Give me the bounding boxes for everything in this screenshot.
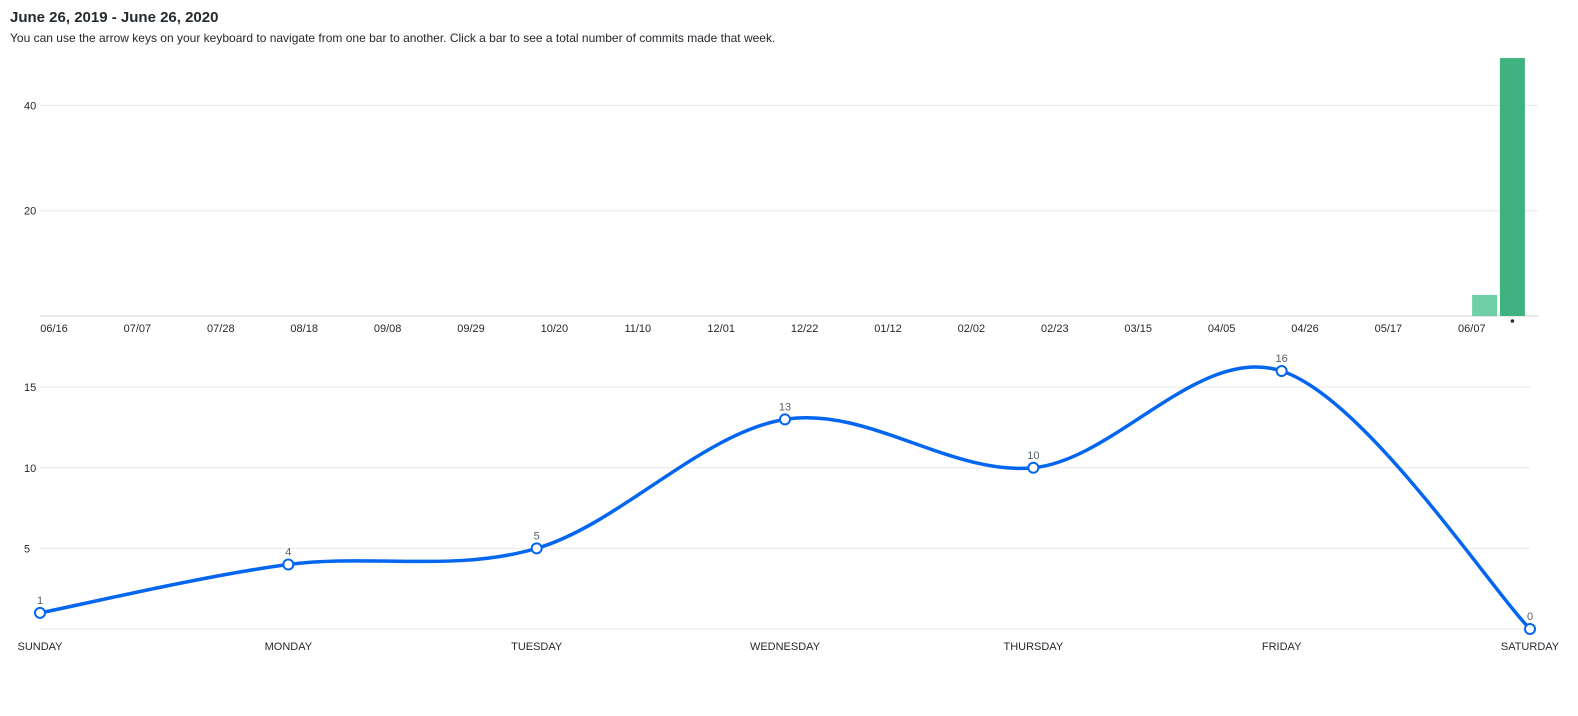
data-point[interactable]: [1524, 623, 1536, 635]
instructions-text: You can use the arrow keys on your keybo…: [10, 31, 776, 45]
bar-week[interactable]: [1472, 294, 1498, 316]
selected-bar-indicator: [1510, 319, 1515, 323]
x-tick-label: SUNDAY: [17, 641, 63, 653]
x-tick-label: 07/07: [124, 323, 152, 335]
data-label: 5: [534, 530, 540, 542]
date-range-title: June 26, 2019 - June 26, 2020: [10, 9, 219, 26]
x-tick-label: 05/17: [1375, 323, 1403, 335]
x-tick-label: 03/15: [1124, 323, 1152, 335]
x-tick-label: 01/12: [874, 323, 902, 335]
x-tick-label: 10/20: [541, 323, 569, 335]
data-point[interactable]: [779, 413, 791, 426]
x-tick-label: 09/29: [457, 323, 485, 335]
bar-selected-week[interactable]: [1499, 58, 1525, 316]
y-tick-label: 20: [24, 206, 36, 218]
data-point[interactable]: [34, 606, 46, 619]
x-tick-label: FRIDAY: [1262, 641, 1302, 653]
weekly-commits-bar-chart: 20 40 06/16 07/07 07/28 08/18 09/08 09/29 10/20 1…: [24, 58, 1538, 335]
x-tick-label: 02/23: [1041, 323, 1069, 335]
x-tick-label: THURSDAY: [1003, 641, 1063, 653]
x-tick-label: 06/07: [1458, 323, 1486, 335]
series-line: [39, 365, 1532, 631]
x-tick-label: MONDAY: [265, 641, 313, 653]
x-tick-label: 11/10: [624, 323, 651, 335]
data-point[interactable]: [282, 558, 295, 571]
data-label: 1: [37, 595, 43, 607]
x-tick-label: TUESDAY: [511, 641, 563, 653]
data-label: 0: [1527, 611, 1533, 623]
x-tick-label: WEDNESDAY: [750, 641, 821, 653]
x-tick-label: SATURDAY: [1501, 641, 1560, 653]
data-point[interactable]: [1275, 365, 1288, 377]
y-tick-label: 10: [24, 463, 36, 475]
data-label: 16: [1276, 353, 1288, 365]
x-tick-label: 06/16: [40, 323, 68, 335]
x-tick-label: 12/22: [791, 323, 819, 335]
data-point[interactable]: [1027, 461, 1040, 474]
data-point[interactable]: [530, 542, 543, 555]
y-tick-label: 40: [24, 100, 36, 112]
x-tick-label: 02/02: [958, 323, 986, 335]
x-tick-label: 07/28: [207, 323, 235, 335]
x-tick-label: 04/26: [1291, 323, 1319, 335]
x-tick-label: 09/08: [374, 323, 402, 335]
chart-header: June 26, 2019 - June 26, 2020 You can us…: [10, 8, 775, 46]
y-tick-label: 15: [24, 382, 36, 394]
data-label: 4: [285, 547, 291, 559]
x-tick-label: 12/01: [707, 323, 735, 335]
x-tick-label: 08/18: [290, 323, 318, 335]
y-tick-label: 5: [24, 543, 30, 555]
data-label: 10: [1027, 450, 1039, 462]
x-tick-label: 04/05: [1208, 323, 1236, 335]
data-label: 13: [779, 401, 791, 413]
